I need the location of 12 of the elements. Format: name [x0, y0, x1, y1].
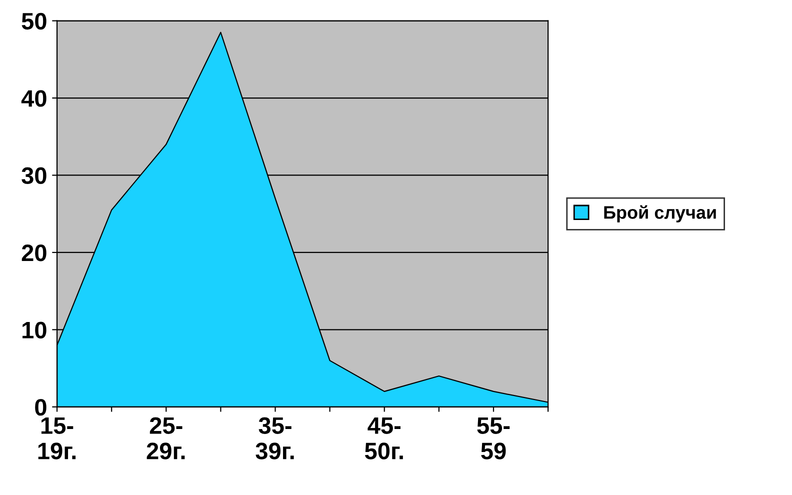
- x-tick-label: 45- 50г.: [364, 417, 403, 460]
- y-tick-label: 0: [35, 398, 46, 416]
- y-tick-label: 10: [22, 322, 46, 338]
- y-tick-label: 30: [22, 167, 46, 184]
- y-tick-label: 20: [22, 244, 46, 262]
- y-tick-label: 50: [22, 12, 46, 30]
- legend-label: Брой случаи: [604, 205, 716, 222]
- x-tick-label: 25- 29г.: [146, 417, 185, 460]
- x-tick-label: 55- 59: [477, 417, 510, 460]
- x-tick-label: 35- 39г.: [256, 417, 294, 460]
- y-tick-label: 40: [21, 90, 46, 107]
- x-tick-label: 15- 19г.: [38, 417, 76, 460]
